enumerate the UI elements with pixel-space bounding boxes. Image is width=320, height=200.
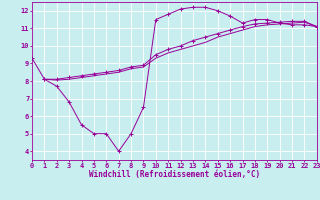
- X-axis label: Windchill (Refroidissement éolien,°C): Windchill (Refroidissement éolien,°C): [89, 170, 260, 179]
